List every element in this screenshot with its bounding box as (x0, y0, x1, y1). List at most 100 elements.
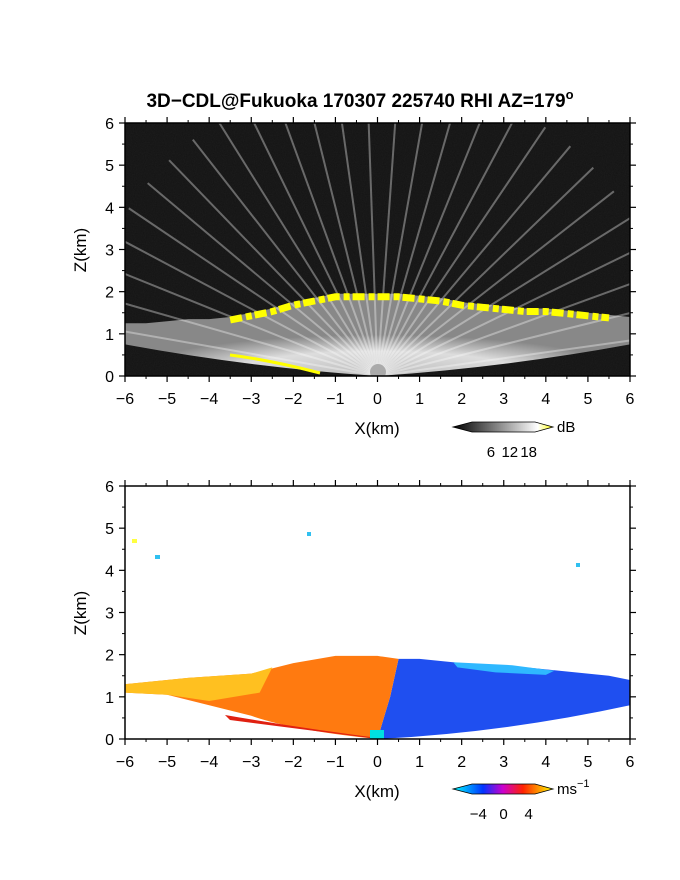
reflectivity-axes: −6 −5 −4 −3 −2 −1 0 1 2 3 4 5 6 0 1 2 3 4 5 6 (105, 116, 636, 408)
velocity-y-tick-label: 6 (105, 479, 114, 496)
velocity-speck-4 (576, 563, 580, 567)
velocity-y-tick-label: 5 (105, 521, 114, 538)
reflectivity-colorbar: 6 12 18 dB (451, 419, 575, 461)
reflectivity-beam-ray (376, 145, 572, 376)
reflectivity-beam-ray (376, 190, 615, 376)
reflectivity-x-tick-label: −5 (158, 391, 176, 408)
velocity-x-tick-label: 6 (626, 754, 635, 771)
velocity-low-band (225, 715, 378, 739)
reflectivity-x-tick-label: −2 (284, 391, 302, 408)
reflectivity-x-tick-label: −1 (326, 391, 344, 408)
reflectivity-x-tick-label: 1 (415, 391, 424, 408)
reflectivity-y-tick-label: 2 (105, 285, 114, 302)
reflectivity-beam-ray (147, 182, 379, 376)
velocity-colorbar-unit: ms−1 (557, 778, 590, 798)
velocity-x-tick-label: −5 (158, 754, 176, 771)
reflectivity-y-tick-label: 0 (105, 369, 114, 386)
velocity-x-axis-label: X(km) (354, 782, 399, 801)
reflectivity-beam-ray (252, 123, 379, 376)
velocity-y-tick-label: 0 (105, 732, 114, 749)
reflectivity-y-tick-label: 3 (105, 243, 114, 260)
reflectivity-x-tick-label: −4 (200, 391, 218, 408)
reflectivity-beam-ray (313, 123, 379, 376)
velocity-x-tick-label: 5 (583, 754, 592, 771)
velocity-x-tick-label: −1 (326, 754, 344, 771)
reflectivity-x-axis-label: X(km) (354, 419, 399, 438)
reflectivity-colorbar-tick-label: 6 (487, 444, 495, 461)
reflectivity-beam-ray (125, 330, 378, 376)
reflectivity-beam-ray (125, 240, 378, 376)
reflectivity-beam-ray (168, 159, 379, 376)
reflectivity-colorbar-bar (451, 421, 555, 433)
reflectivity-colorbar-tick-label: 12 (501, 444, 518, 461)
reflectivity-beam-ray (376, 126, 547, 376)
reflectivity-beam-ray (376, 123, 514, 376)
velocity-y-tick-label: 1 (105, 690, 114, 707)
velocity-radar-origin (370, 730, 384, 739)
velocity-x-tick-label: −4 (200, 754, 218, 771)
reflectivity-beam-ray (377, 312, 630, 376)
velocity-echo-approaching-edge (125, 667, 273, 702)
velocity-echo-receding (377, 658, 630, 739)
reflectivity-x-tick-label: 2 (457, 391, 466, 408)
velocity-axes: −6 −5 −4 −3 −2 −1 0 1 2 3 4 5 6 0 1 2 3 4 5 6 (105, 479, 636, 771)
velocity-x-tick-label: 4 (541, 754, 550, 771)
velocity-x-tick-label: 1 (415, 754, 424, 771)
velocity-x-tick-label: 3 (499, 754, 508, 771)
velocity-y-axis-label: Z(km) (71, 591, 90, 635)
reflectivity-beam-ray (376, 123, 452, 376)
reflectivity-low-echo-band (229, 353, 321, 375)
reflectivity-x-tick-label: 6 (626, 391, 635, 408)
reflectivity-radar-origin (370, 364, 386, 376)
velocity-x-tick-label: −2 (284, 754, 302, 771)
velocity-x-tick-label: −3 (242, 754, 260, 771)
velocity-x-tick-label: 0 (373, 754, 382, 771)
reflectivity-beam-ray (377, 283, 630, 376)
velocity-y-tick-label: 4 (105, 563, 114, 580)
reflectivity-y-tick-label: 6 (105, 116, 114, 133)
reflectivity-beam-ray (367, 123, 379, 376)
velocity-colorbar: −4 0 4 ms−1 (451, 778, 590, 823)
velocity-x-tick-label: −6 (116, 754, 134, 771)
reflectivity-y-tick-label: 1 (105, 327, 114, 344)
velocity-echo-receding-top (453, 662, 555, 675)
reflectivity-cloud-top-edge (229, 293, 610, 324)
reflectivity-x-tick-label: 3 (499, 391, 508, 408)
velocity-y-tick-label: 2 (105, 648, 114, 665)
reflectivity-x-tick-label: 5 (583, 391, 592, 408)
reflectivity-beam-ray (376, 166, 594, 376)
reflectivity-beam-ray (192, 138, 379, 376)
reflectivity-colorbar-unit: dB (557, 419, 575, 436)
velocity-speck-1 (132, 539, 137, 543)
reflectivity-beam-ray (376, 123, 481, 376)
reflectivity-beam-ray (376, 123, 424, 376)
velocity-y-tick-label: 3 (105, 606, 114, 623)
velocity-colorbar-tick-label: −4 (470, 806, 487, 823)
reflectivity-beam-ray (340, 123, 379, 376)
velocity-speck-2 (155, 555, 160, 559)
reflectivity-colorbar-tick-label: 18 (520, 444, 537, 461)
reflectivity-x-tick-label: −6 (116, 391, 134, 408)
reflectivity-x-tick-label: 0 (373, 391, 382, 408)
velocity-colorbar-tick-label: 4 (525, 806, 533, 823)
velocity-colorbar-bar (451, 783, 555, 795)
reflectivity-beam-ray (377, 339, 630, 376)
figure-title: 3D−CDL@Fukuoka 170307 225740 RHI AZ=179o (146, 87, 573, 112)
velocity-colorbar-tick-label: 0 (499, 806, 507, 823)
reflectivity-y-tick-label: 5 (105, 158, 114, 175)
reflectivity-beam-ray (376, 123, 397, 376)
reflectivity-beam-ray (376, 217, 630, 376)
reflectivity-x-tick-label: 4 (541, 391, 550, 408)
velocity-speck-3 (307, 532, 311, 536)
reflectivity-beam-ray (218, 123, 379, 376)
reflectivity-y-axis-label: Z(km) (71, 228, 90, 272)
velocity-echo-approaching (125, 655, 399, 739)
reflectivity-beam-ray (284, 123, 379, 376)
velocity-x-tick-label: 2 (457, 754, 466, 771)
reflectivity-y-tick-label: 4 (105, 200, 114, 217)
reflectivity-x-tick-label: −3 (242, 391, 260, 408)
velocity-panel: −6 −5 −4 −3 −2 −1 0 1 2 3 4 5 6 0 1 2 3 4 5 6 X(km) Z(km) −… (71, 479, 636, 823)
reflectivity-beam-ray (128, 207, 379, 376)
